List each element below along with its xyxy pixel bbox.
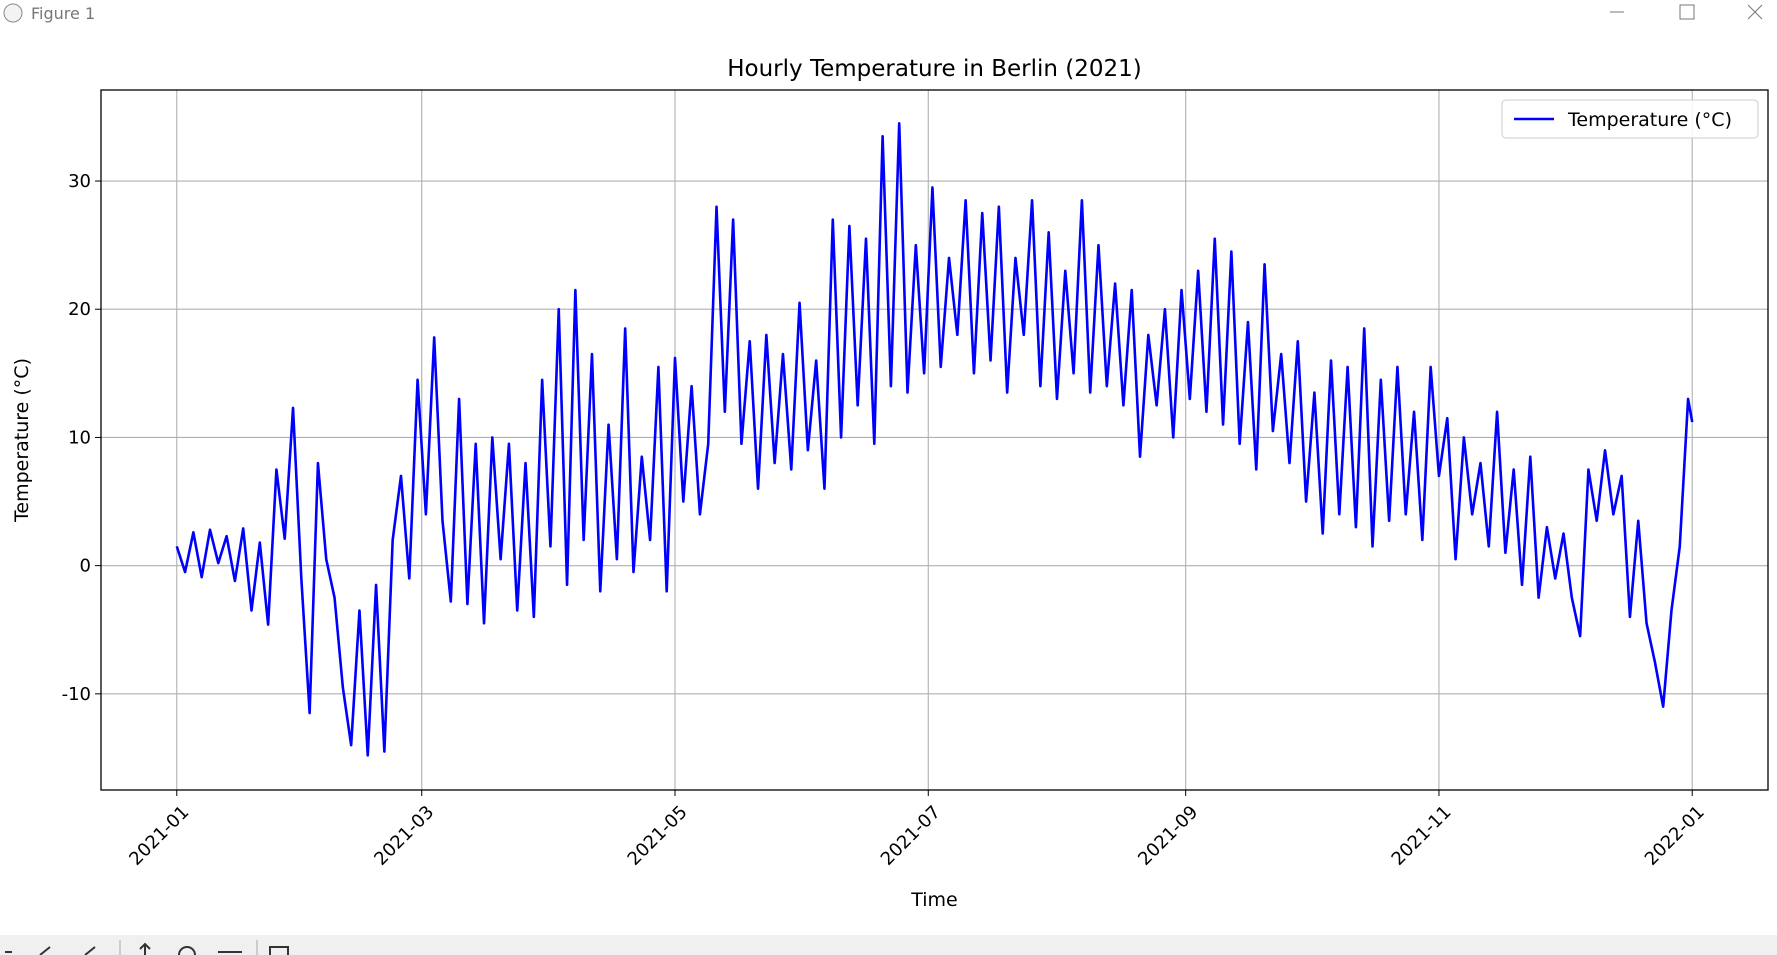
chart-title: Hourly Temperature in Berlin (2021) [727, 56, 1142, 82]
y-tick-label: 30 [68, 171, 91, 192]
x-axis-label: Time [910, 889, 958, 911]
y-tick-label: 20 [68, 299, 91, 320]
tool-nav[interactable] [5, 946, 96, 955]
tool-zoom[interactable] [178, 946, 196, 955]
plot-frame [100, 89, 1769, 791]
close-button[interactable] [1747, 4, 1763, 20]
temperature-line [175, 122, 1694, 757]
window-title: Figure 1 [31, 4, 95, 23]
x-tick-label: 2021-11 [1388, 802, 1456, 870]
x-tick-label: 2021-09 [1134, 802, 1202, 870]
y-axis-label: Temperature (°C) [11, 358, 33, 523]
x-tick-label: 2021-03 [370, 802, 438, 870]
legend-label: Temperature (°C) [1567, 109, 1732, 131]
title-bar [0, 0, 1777, 28]
tool-save[interactable] [269, 946, 289, 955]
y-tick-label: 10 [68, 427, 91, 448]
app-icon [3, 3, 23, 23]
toolbar-icons [5, 940, 289, 955]
toolbar [0, 935, 1777, 955]
y-tick-label: 0 [80, 556, 91, 577]
tool-pan[interactable] [139, 942, 151, 955]
x-tick-label: 2021-05 [624, 802, 692, 870]
legend-box [1501, 99, 1759, 139]
x-tick-label: 2022-01 [1641, 802, 1709, 870]
x-tick-label: 2021-07 [877, 802, 945, 870]
x-tick-label: 2021-01 [125, 802, 193, 870]
maximize-button[interactable] [1679, 4, 1695, 20]
y-tick-label: -10 [62, 684, 91, 705]
